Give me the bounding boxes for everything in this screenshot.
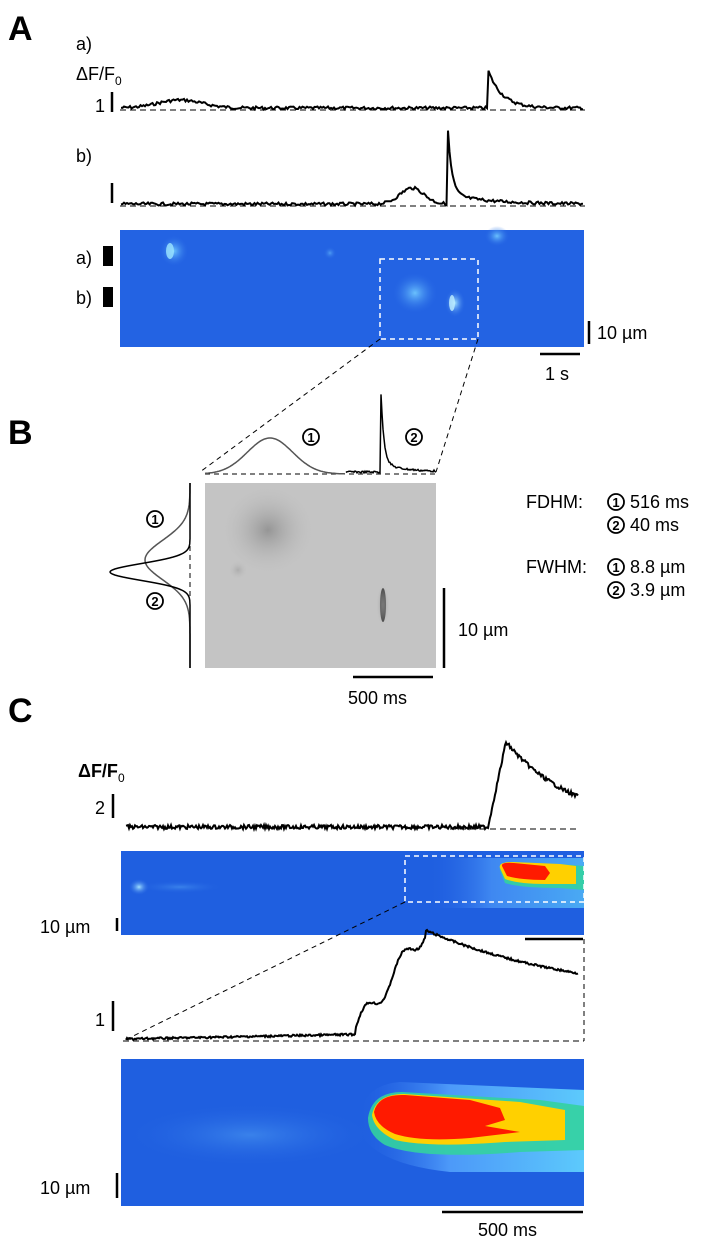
svg-text:1: 1 — [151, 512, 158, 527]
y-label-sub: 0 — [115, 74, 122, 88]
zoom-line-right-ab — [435, 338, 479, 473]
image-row-a-label: a) — [76, 248, 92, 268]
zoom-region-box-a — [379, 258, 479, 340]
y-scale-value-c-zoom: 1 — [95, 1010, 105, 1030]
panel-letter-b: B — [8, 414, 33, 452]
fdhm-event-2: 2 40 ms — [607, 515, 679, 535]
linescan-image-a — [120, 226, 584, 347]
trace-c-zoom — [125, 928, 579, 1041]
svg-text:1: 1 — [612, 495, 619, 510]
y-axis-label-a: ΔF/F0 — [76, 64, 122, 88]
zoom-region-box-c — [404, 855, 585, 903]
time-scale-label-a: 1 s — [545, 364, 569, 384]
fwhm-event-2: 2 3.9 µm — [607, 580, 685, 600]
svg-text:40 ms: 40 ms — [630, 515, 679, 535]
event-1-marker-time: 1 — [302, 428, 320, 446]
svg-text:1: 1 — [307, 430, 314, 445]
fdhm-event-1: 1 516 ms — [607, 492, 689, 512]
y-label-main: ΔF/F — [76, 64, 115, 84]
svg-text:2: 2 — [612, 518, 619, 533]
row-marker-b — [103, 287, 113, 307]
fdhm-label: FDHM: — [526, 492, 583, 512]
time-profile-event-1 — [204, 437, 346, 475]
panel-letter-a: A — [8, 10, 33, 48]
space-profile-event-2 — [109, 483, 191, 668]
linescan-image-c — [121, 851, 584, 935]
space-scale-label-b: 10 µm — [458, 620, 508, 640]
trace-b-label: b) — [76, 146, 92, 166]
y-label-main-c: ΔF/F — [78, 761, 118, 781]
zoom-line-left-ab — [199, 338, 381, 473]
svg-text:1: 1 — [612, 560, 619, 575]
y-scale-value-c: 2 — [95, 798, 105, 818]
grayscale-zoom-image — [205, 483, 436, 668]
y-axis-label-c: ΔF/F0 — [78, 761, 125, 785]
svg-text:3.9 µm: 3.9 µm — [630, 580, 685, 600]
panel-letter-c: C — [8, 692, 33, 730]
svg-text:516 ms: 516 ms — [630, 492, 689, 512]
trace-a — [120, 70, 584, 112]
time-scale-label-b: 500 ms — [348, 688, 407, 708]
y-scale-value-a: 1 — [95, 96, 105, 116]
zoom-line-left-c — [122, 901, 406, 1042]
trace-b — [120, 130, 584, 208]
svg-text:2: 2 — [151, 594, 158, 609]
space-scale-label-a: 10 µm — [597, 323, 647, 343]
y-label-sub-c: 0 — [118, 771, 125, 785]
time-scale-label-c: 500 ms — [478, 1220, 537, 1240]
time-profile-event-2 — [345, 394, 437, 475]
event-2-marker-time: 2 — [405, 428, 423, 446]
trace-a-label: a) — [76, 34, 92, 54]
svg-text:8.8 µm: 8.8 µm — [630, 557, 685, 577]
linescan-image-c-zoom — [121, 1059, 584, 1206]
space-scale-label-c-bottom: 10 µm — [40, 1178, 90, 1198]
event-1-marker-space: 1 — [146, 510, 164, 528]
image-row-b-label: b) — [76, 288, 92, 308]
event-2-marker-space: 2 — [146, 592, 164, 610]
row-marker-a — [103, 246, 113, 266]
space-scale-label-c-top: 10 µm — [40, 917, 90, 937]
fwhm-event-1: 1 8.8 µm — [607, 557, 685, 577]
fwhm-label: FWHM: — [526, 557, 587, 577]
svg-text:2: 2 — [612, 583, 619, 598]
svg-text:2: 2 — [410, 430, 417, 445]
trace-c — [125, 739, 579, 833]
